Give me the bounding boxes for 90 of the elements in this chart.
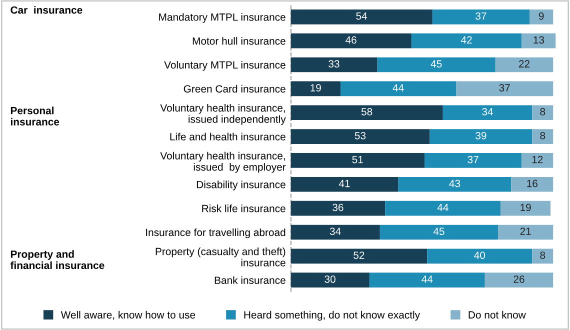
bar bbox=[290, 176, 398, 192]
bar bbox=[522, 153, 554, 168]
text: Personal insurance bbox=[10, 106, 60, 126]
data-label: 37 bbox=[468, 156, 478, 164]
data-label: 42 bbox=[460, 36, 472, 44]
data-label: 53 bbox=[354, 132, 366, 140]
y-tick-label: Green Card insurance bbox=[184, 84, 286, 93]
y-tick-label: Risk life insurance bbox=[202, 204, 286, 212]
bar bbox=[430, 129, 532, 144]
data-label: 21 bbox=[520, 228, 531, 235]
data-label: 54 bbox=[356, 12, 368, 20]
bar bbox=[432, 9, 530, 24]
data-label: 45 bbox=[430, 60, 442, 68]
data-label: 26 bbox=[514, 276, 524, 283]
bar bbox=[340, 81, 456, 96]
data-label: 34 bbox=[330, 228, 341, 236]
data-label: 36 bbox=[332, 204, 344, 212]
data-label: 13 bbox=[534, 36, 544, 44]
bar bbox=[456, 81, 554, 96]
text: Car insurance bbox=[10, 6, 82, 14]
bar bbox=[522, 33, 556, 48]
y-tick-label: Disability insurance bbox=[196, 180, 286, 190]
y-tick-label: Property (casualty and theft) insurance bbox=[156, 248, 286, 266]
data-label: 12 bbox=[532, 156, 543, 164]
bar bbox=[290, 153, 425, 168]
bar bbox=[290, 248, 428, 264]
y-tick-label: Insurance for travelling abroad bbox=[146, 228, 286, 238]
bar bbox=[290, 81, 341, 96]
data-label: 8 bbox=[540, 132, 546, 140]
data-label: 9 bbox=[538, 12, 544, 20]
data-label: 44 bbox=[422, 276, 433, 283]
bar bbox=[427, 248, 532, 264]
y-tick-label: Mandatory MTPL insurance bbox=[159, 13, 286, 23]
data-label: 8 bbox=[540, 252, 546, 259]
bar bbox=[500, 200, 550, 216]
y-tick-label: Bank insurance bbox=[214, 276, 286, 284]
data-label: 33 bbox=[328, 60, 340, 68]
data-label: 8 bbox=[540, 108, 546, 116]
data-label: 51 bbox=[352, 156, 363, 164]
y-tick-label: Voluntary MTPL insurance bbox=[164, 60, 286, 71]
bar bbox=[369, 272, 485, 288]
y-tick-label: Voluntary health insurance, issued independently bbox=[160, 104, 286, 125]
bar bbox=[377, 57, 496, 72]
text: Property and financial insurance bbox=[10, 250, 104, 270]
data-label: 16 bbox=[527, 180, 538, 188]
bar bbox=[290, 200, 386, 216]
bar bbox=[532, 129, 554, 144]
bar bbox=[532, 248, 554, 264]
legend-label: Well aware, know how to use bbox=[60, 310, 196, 320]
data-label: 44 bbox=[437, 204, 448, 212]
bar bbox=[530, 9, 554, 24]
data-label: 19 bbox=[520, 204, 531, 212]
data-label: 39 bbox=[476, 132, 486, 140]
bar bbox=[290, 129, 430, 144]
data-label: 34 bbox=[482, 108, 494, 116]
data-label: 37 bbox=[499, 84, 510, 92]
bar bbox=[385, 200, 501, 216]
bar bbox=[498, 224, 554, 240]
data-label: 37 bbox=[476, 12, 486, 20]
bar bbox=[290, 33, 412, 48]
bar bbox=[411, 33, 522, 48]
legend-label: Heard something, do not know exactly bbox=[244, 310, 420, 321]
bar bbox=[380, 224, 498, 240]
bar bbox=[290, 272, 370, 288]
bar bbox=[424, 153, 522, 168]
data-label: 44 bbox=[392, 84, 404, 92]
data-label: 30 bbox=[324, 276, 336, 283]
legend-label: Do not know bbox=[468, 310, 526, 319]
data-label: 40 bbox=[474, 252, 486, 259]
bar bbox=[495, 57, 554, 72]
data-label: 43 bbox=[449, 180, 460, 188]
data-label: 41 bbox=[338, 180, 350, 188]
y-tick-label: Life and health insurance bbox=[170, 132, 286, 140]
y-tick-label: Motor hull insurance bbox=[192, 37, 286, 45]
bar bbox=[398, 176, 512, 192]
bar bbox=[290, 224, 380, 240]
data-label: 46 bbox=[346, 36, 356, 44]
data-label: 19 bbox=[310, 84, 321, 92]
y-tick-label: Voluntary health insurance, issued by employer bbox=[160, 152, 286, 173]
data-label: 52 bbox=[354, 252, 364, 259]
bar bbox=[484, 272, 554, 288]
data-label: 58 bbox=[361, 108, 372, 116]
bar bbox=[290, 9, 432, 24]
bar bbox=[511, 176, 554, 192]
bar bbox=[290, 57, 378, 72]
data-label: 45 bbox=[433, 228, 444, 236]
bar bbox=[442, 105, 532, 120]
bar bbox=[532, 105, 554, 120]
data-label: 22 bbox=[518, 60, 530, 68]
bar bbox=[290, 105, 443, 120]
